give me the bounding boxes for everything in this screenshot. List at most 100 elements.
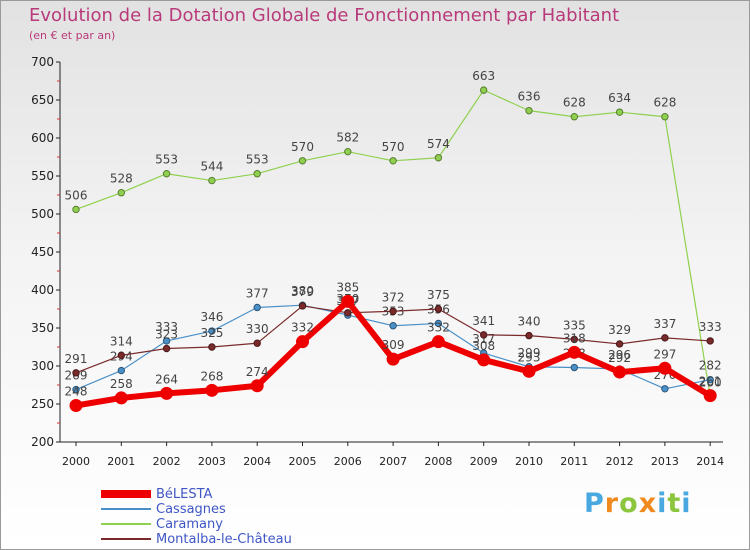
data-point-caramany <box>480 86 488 94</box>
data-label-cassagnes: 317 <box>472 332 495 346</box>
data-label-b-lesta: 292 <box>608 351 631 365</box>
x-tick-label: 2004 <box>243 455 271 468</box>
data-point-cassagnes <box>661 385 669 393</box>
data-label-caramany: 636 <box>518 90 541 104</box>
data-label-montalba-le-ch-teau: 314 <box>110 334 133 348</box>
data-point-cassagnes <box>389 322 397 330</box>
data-point-cassagnes <box>253 303 261 312</box>
y-tick-label: 600 <box>31 131 54 145</box>
x-tick-label: 2008 <box>424 455 452 468</box>
data-label-caramany: 553 <box>155 153 178 167</box>
data-label-b-lesta: 268 <box>200 369 223 383</box>
data-point-b-lesta <box>69 399 83 413</box>
data-label-b-lesta: 258 <box>110 377 133 391</box>
data-point-b-lesta <box>205 383 219 397</box>
legend-swatch <box>101 490 151 498</box>
data-label-montalba-le-ch-teau: 323 <box>155 328 178 342</box>
data-point-caramany <box>253 170 261 178</box>
data-label-caramany: 570 <box>291 140 314 154</box>
logo-letter: x <box>638 488 658 519</box>
data-point-montalba-le-ch-teau <box>525 331 533 340</box>
logo-letter: t <box>667 488 682 519</box>
data-label-b-lesta: 261 <box>699 375 722 389</box>
data-point-cassagnes <box>72 385 80 394</box>
y-tick-label: 200 <box>31 435 54 449</box>
data-point-montalba-le-ch-teau <box>661 334 669 342</box>
logo-letter: P <box>584 488 605 519</box>
legend-item-montalba-le-ch-teau: Montalba-le-Château <box>101 532 361 547</box>
data-point-caramany <box>525 106 533 115</box>
data-label-montalba-le-ch-teau: 335 <box>563 318 586 332</box>
data-label-montalba-le-ch-teau: 340 <box>518 315 541 329</box>
data-point-caramany <box>344 147 352 156</box>
data-point-montalba-le-ch-teau <box>298 302 307 310</box>
data-label-montalba-le-ch-teau: 333 <box>699 320 722 334</box>
chart-title: Evolution de la Dotation Globale de Fonc… <box>29 5 620 26</box>
chart-legend: BéLESTA Cassagnes Caramany Montalba-le-Chât… <box>101 487 361 547</box>
logo-letter: i <box>681 488 692 519</box>
chart-subtitle: (en € et par an) <box>29 29 116 42</box>
data-point-b-lesta <box>431 335 445 349</box>
proxiti-logo: Proxiti <box>584 488 692 519</box>
data-point-montalba-le-ch-teau <box>706 337 714 345</box>
y-tick-label: 450 <box>31 245 54 259</box>
legend-item-b-lesta: BéLESTA <box>101 487 361 502</box>
legend-swatch <box>101 508 151 510</box>
data-point-montalba-le-ch-teau <box>253 339 261 347</box>
legend-item-caramany: Caramany <box>101 517 361 532</box>
data-label-montalba-le-ch-teau: 330 <box>246 322 269 336</box>
x-tick-label: 2010 <box>515 455 543 468</box>
data-point-caramany <box>298 157 307 165</box>
x-tick-label: 2014 <box>696 455 724 468</box>
legend-label: BéLESTA <box>156 487 213 502</box>
x-tick-label: 2002 <box>153 455 181 468</box>
x-tick-label: 2005 <box>289 455 317 468</box>
data-point-caramany <box>615 108 624 116</box>
data-point-montalba-le-ch-teau <box>162 344 171 353</box>
data-label-b-lesta: 318 <box>563 331 586 345</box>
data-label-montalba-le-ch-teau: 375 <box>427 288 450 302</box>
data-point-montalba-le-ch-teau <box>72 369 80 377</box>
data-point-b-lesta <box>341 294 355 308</box>
data-label-b-lesta: 248 <box>65 385 88 399</box>
data-label-caramany: 582 <box>336 131 359 145</box>
data-label-b-lesta: 332 <box>291 321 314 335</box>
data-point-caramany <box>570 113 578 121</box>
logo-letter: r <box>604 488 620 519</box>
data-label-caramany: 544 <box>200 160 223 174</box>
data-label-montalba-le-ch-teau: 372 <box>382 290 405 304</box>
data-point-montalba-le-ch-teau <box>389 307 397 315</box>
data-label-b-lesta: 297 <box>653 347 676 361</box>
data-label-caramany: 570 <box>382 140 405 154</box>
data-label-caramany: 553 <box>246 153 269 167</box>
data-point-cassagnes <box>117 366 126 375</box>
data-point-b-lesta <box>477 353 491 367</box>
data-label-cassagnes: 299 <box>518 346 541 360</box>
y-tick-label: 300 <box>31 359 54 373</box>
data-point-b-lesta <box>613 365 627 379</box>
y-tick-label: 550 <box>31 169 54 183</box>
data-point-b-lesta <box>114 391 128 405</box>
y-tick-label: 500 <box>31 207 54 221</box>
legend-item-cassagnes: Cassagnes <box>101 502 361 517</box>
x-tick-label: 2009 <box>470 455 498 468</box>
y-tick-label: 700 <box>31 55 54 69</box>
data-point-b-lesta <box>522 364 536 378</box>
data-label-cassagnes: 346 <box>200 310 223 324</box>
data-label-cassagnes: 333 <box>155 320 178 334</box>
x-tick-label: 2006 <box>334 455 362 468</box>
data-point-caramany <box>208 176 216 185</box>
data-point-caramany <box>162 170 171 178</box>
data-point-cassagnes <box>706 375 714 384</box>
data-label-montalba-le-ch-teau: 379 <box>291 285 314 299</box>
data-label-caramany: 628 <box>563 96 586 110</box>
data-point-cassagnes <box>162 337 171 345</box>
data-label-caramany: 634 <box>608 91 631 105</box>
data-point-montalba-le-ch-teau <box>208 343 216 351</box>
logo-letter: o <box>619 488 639 519</box>
data-point-cassagnes <box>208 327 216 335</box>
data-label-b-lesta: 308 <box>472 339 495 353</box>
data-point-cassagnes <box>434 319 443 328</box>
y-tick-label: 650 <box>31 93 54 107</box>
